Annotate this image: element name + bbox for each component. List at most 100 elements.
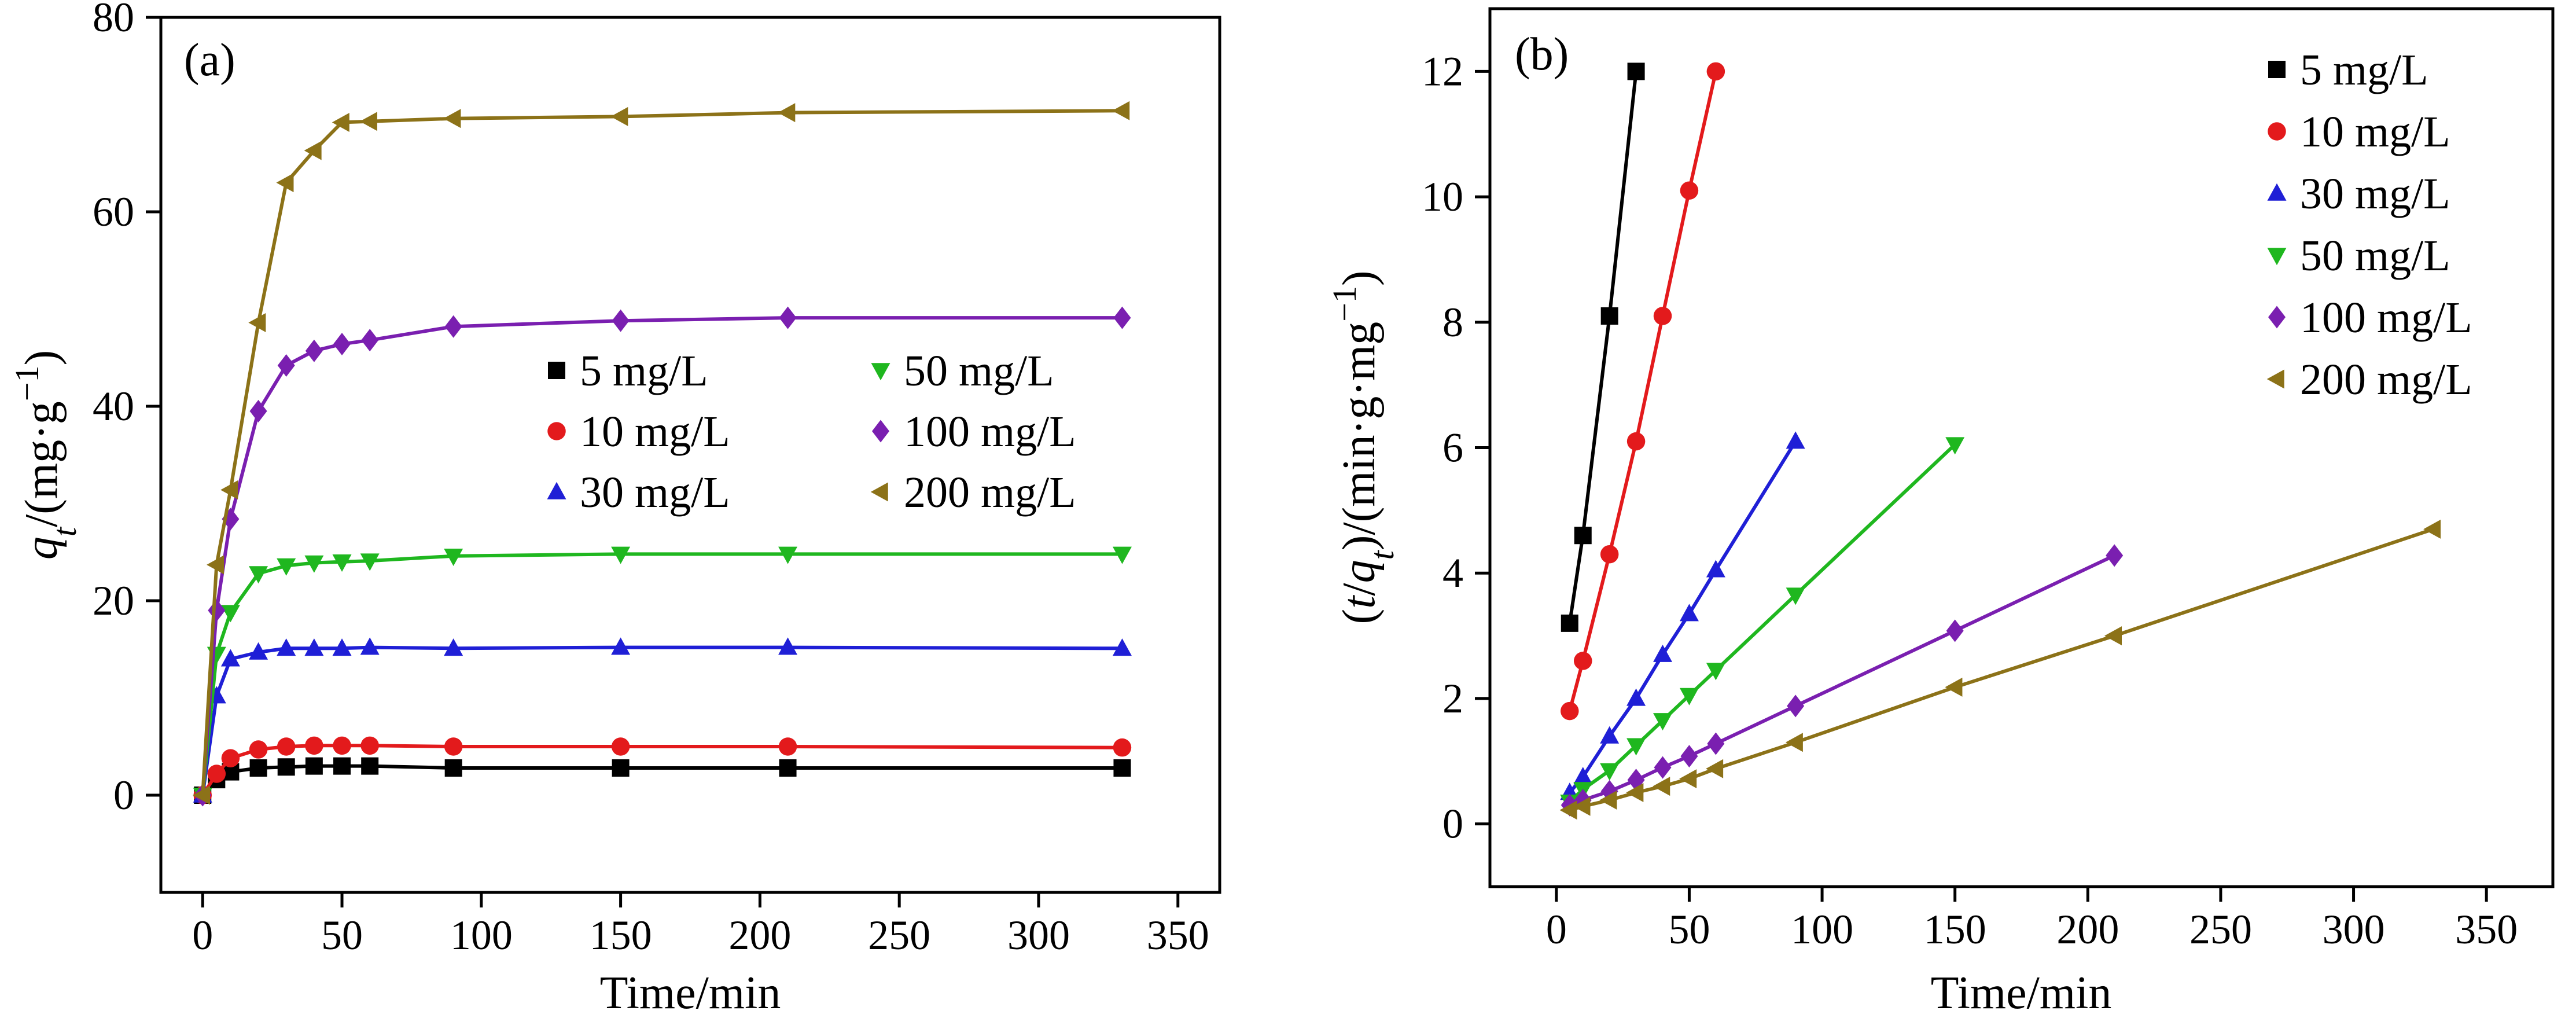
panel-a-point-10-mg-l [249,740,268,759]
panel-b-point-100-mg-l [2106,544,2124,567]
panel-b-tag: (b) [1515,29,1569,80]
panel-a-point-10-mg-l [778,737,797,756]
panel-b-point-200-mg-l [1626,782,1644,802]
panel-b-point-100-mg-l [1787,694,1805,718]
panel-b-point-10-mg-l [1653,307,1672,325]
panel-a-point-200-mg-l [443,109,461,128]
panel-b-series-30-mg-l [1560,431,1805,800]
panel-b-y-tick-label: 12 [1422,48,1463,94]
panel-a-x-tick-label: 350 [1147,912,1209,958]
panel-a-point-10-mg-l [277,737,296,756]
panel-a-point-50-mg-l [444,548,463,566]
panel-b-point-50-mg-l [1945,437,1965,455]
panel-b-point-50-mg-l [1786,587,1805,605]
panel-b-point-200-mg-l [1599,790,1617,810]
panel-b-point-10-mg-l [1600,545,1619,564]
panel-a-x-tick-label: 250 [868,912,930,958]
panel-a-point-200-mg-l [207,555,225,575]
panel-a-point-5-mg-l [612,759,630,777]
panel-a-point-5-mg-l [779,759,797,777]
panel-a-legend-label-200-mg-l: 200 mg/L [904,468,1076,517]
panel-b-legend-label-100-mg-l: 100 mg/L [2300,293,2472,342]
panel-a-point-50-mg-l [1112,546,1132,564]
panel-b-series-5-mg-l [1561,63,1645,632]
panel-a-line-50-mg-l [201,552,1123,796]
panel-b-point-200-mg-l [2423,519,2441,539]
panel-a-point-100-mg-l [779,306,797,329]
panel-b-point-5-mg-l [1574,527,1592,545]
panel-a-y-axis-label: qt/(mg·g−1) [8,350,83,560]
panel-a-point-200-mg-l [304,141,322,160]
panel-a-legend: 5 mg/L 10 mg/L 30 mg/L 50 mg/L 100 mg/L 200 m… [547,347,1076,517]
panel-a-point-5-mg-l [361,757,379,775]
panel-a-y-tick-label: 60 [93,189,134,235]
panel-b-series-200-mg-l [1559,519,2441,820]
panel-b-y-axis-label: (t/qt)/(min·g·mg−1) [1326,270,1401,624]
panel-a-legend-marker-30-mg-l [547,482,566,499]
panel-a-point-50-mg-l [220,605,240,623]
panel-b-line-200-mg-l [1569,527,2434,812]
panel-a-point-100-mg-l [612,309,630,332]
panel-a-point-10-mg-l [1113,738,1132,757]
panel-a-point-5-mg-l [249,759,267,777]
panel-b-x-tick-label: 350 [2455,906,2518,953]
panel-b-point-10-mg-l [1573,652,1592,670]
panel-b-point-200-mg-l [1945,677,1963,697]
panel-a-x-tick-label: 200 [728,912,791,958]
panel-b-line-5-mg-l [1567,71,1638,624]
panel-a-point-50-mg-l [249,566,268,584]
panel-b-y-tick-label: 8 [1442,299,1463,346]
panel-a-series-5-mg-l [194,757,1131,804]
panel-b-legend-label-200-mg-l: 200 mg/L [2300,355,2472,404]
panel-a-point-30-mg-l [304,638,324,656]
panel-a-point-30-mg-l [444,638,463,656]
panel-a-legend-label-5-mg-l: 5 mg/L [580,347,708,395]
panel-a-series-30-mg-l [193,637,1132,803]
panel-a-ticks: 0 50 100 150 200 250 300 350 0 20 40 60 80 [93,0,1209,958]
panel-a-x-tick-label: 50 [321,912,363,958]
panel-b-series-10-mg-l [1561,62,1725,721]
panel-a-x-tick-label: 300 [1007,912,1070,958]
panel-b-point-200-mg-l [1785,733,1803,752]
panel-a-line-100-mg-l [201,316,1123,796]
panel-a-point-10-mg-l [444,737,463,756]
panel-a-point-100-mg-l [277,354,295,377]
panel-a-point-200-mg-l [1112,101,1130,120]
panel-b-series-50-mg-l [1560,437,1965,812]
panel-a-point-100-mg-l [1113,306,1131,329]
panel-b-point-30-mg-l [1706,560,1725,578]
panel-b-point-50-mg-l [1679,688,1699,705]
panel-b-x-tick-label: 200 [2056,906,2119,953]
panel-a-point-10-mg-l [221,749,240,767]
panel-a-point-30-mg-l [332,638,352,656]
panel-b-point-10-mg-l [1561,701,1579,721]
panel-a-point-50-mg-l [611,546,631,564]
panel-a-legend-marker-100-mg-l [872,420,889,443]
panel-a-legend-marker-10-mg-l [547,422,566,440]
panel-b-point-50-mg-l [1626,738,1646,756]
panel-a-point-30-mg-l [249,642,268,660]
panel-b-y-tick-label: 6 [1442,425,1463,471]
panel-b-y-tick-label: 2 [1442,675,1463,722]
panel-a-point-50-mg-l [332,554,352,572]
panel-b-y-tick-label: 0 [1442,801,1463,847]
panel-a-point-10-mg-l [360,736,379,755]
panel-b-point-10-mg-l [1626,432,1646,451]
panel-b-x-tick-label: 250 [2189,906,2252,953]
panel-a-legend-label-50-mg-l: 50 mg/L [904,347,1054,395]
panel-a-point-10-mg-l [207,765,226,783]
panel-a-point-30-mg-l [611,637,631,655]
panel-a-x-axis-label: Time/min [600,968,781,1018]
panel-a-legend-marker-50-mg-l [871,363,890,381]
panel-a-point-10-mg-l [333,736,351,755]
panel-a-y-tick-label: 0 [113,772,134,818]
panel-a-y-tick-label: 80 [93,0,134,41]
panel-a-point-100-mg-l [361,329,379,352]
panel-a-x-tick-label: 0 [192,912,213,958]
panel-b-y-tick-label: 4 [1442,550,1463,596]
panel-a-point-30-mg-l [778,637,798,655]
panel-a-point-30-mg-l [277,638,296,656]
panel-b-point-30-mg-l [1573,767,1593,785]
panel-a-y-tick-label: 20 [93,578,134,624]
panel-a-y-tick-label: 40 [93,383,134,429]
